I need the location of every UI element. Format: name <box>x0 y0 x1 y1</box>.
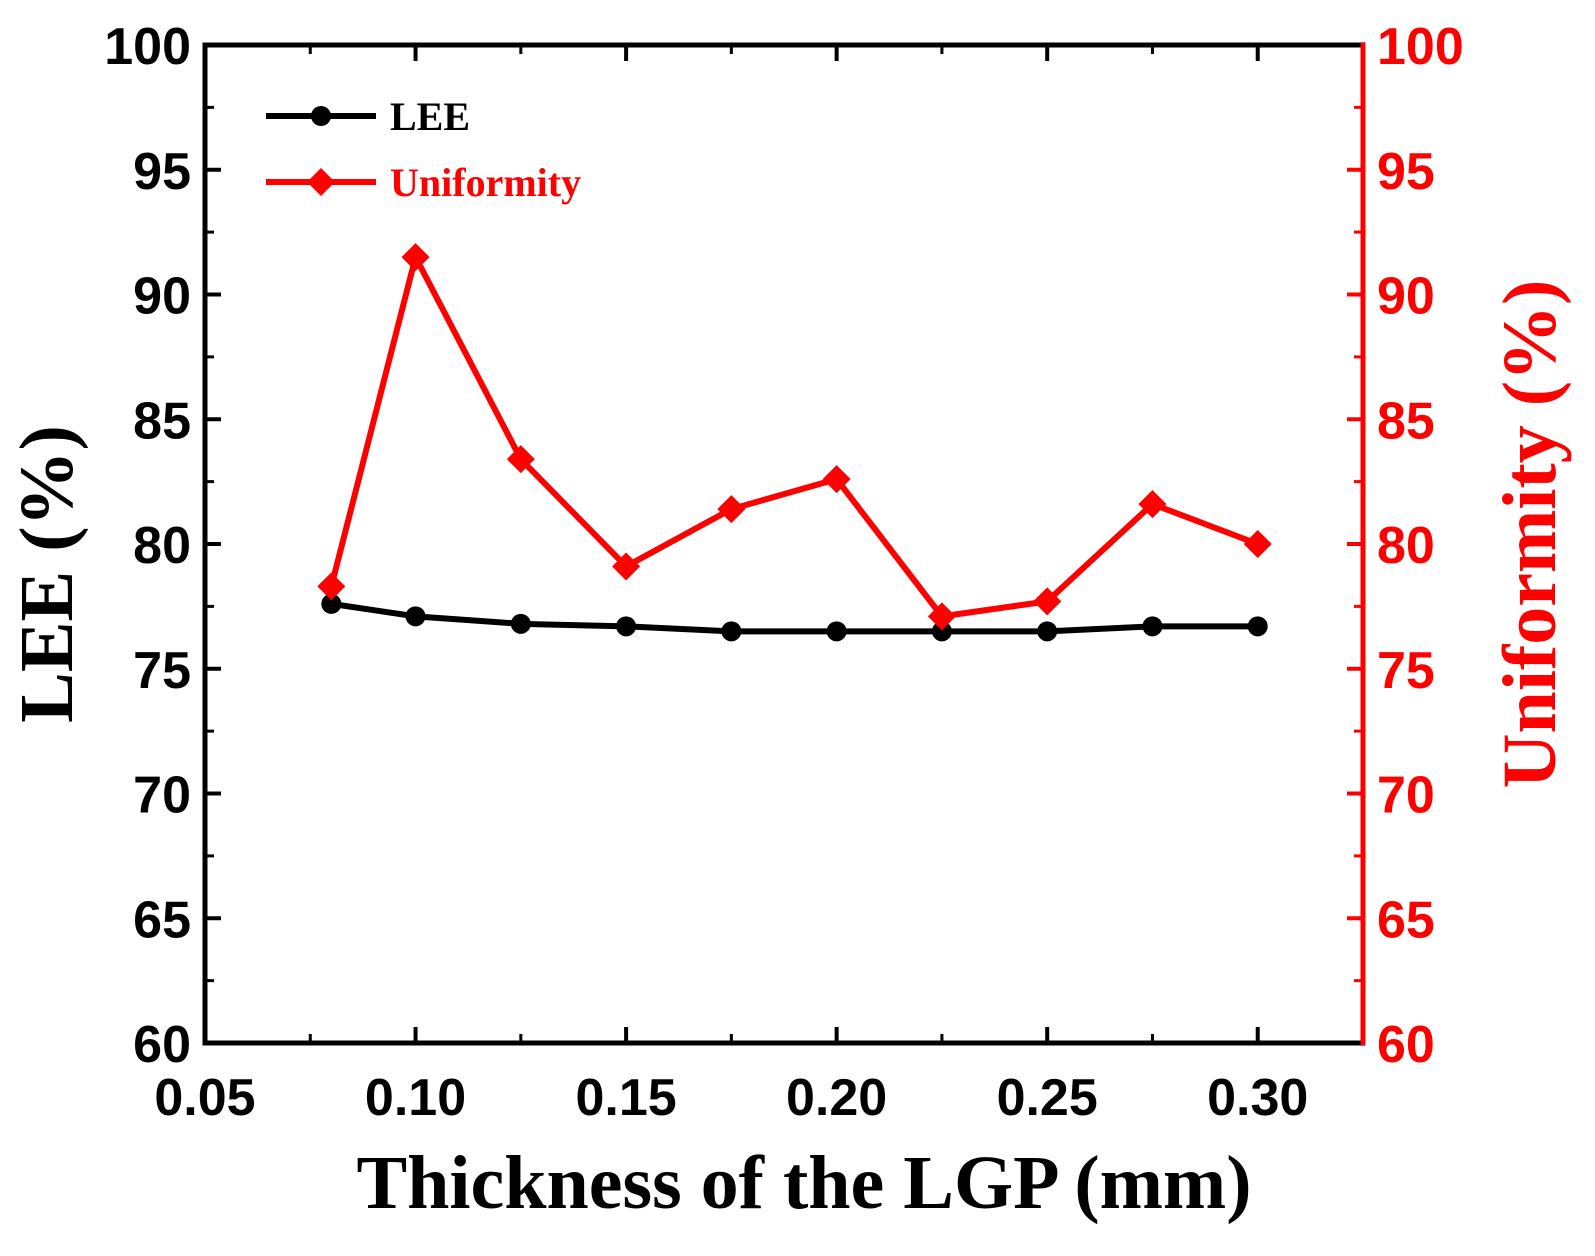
lee-point <box>510 613 531 634</box>
x-tick-label: 0.05 <box>154 1069 255 1127</box>
lee-point <box>931 621 952 642</box>
lee-point <box>826 621 847 642</box>
uniformity-point <box>1138 490 1167 519</box>
legend-entry-uniformity: Uniformity <box>266 160 581 205</box>
legend-entry-lee: LEE <box>266 94 470 139</box>
lee-point <box>616 616 637 637</box>
x-tick-label: 0.15 <box>575 1069 676 1127</box>
legend-lee-label: LEE <box>390 94 470 139</box>
y-left-tick-label: 80 <box>133 517 191 575</box>
series-uniformity <box>317 243 1272 631</box>
x-tick-label: 0.20 <box>786 1069 887 1127</box>
series-lee <box>321 593 1268 642</box>
y-left-tick-label: 60 <box>133 1016 191 1074</box>
y-left-tick-label: 95 <box>133 143 191 201</box>
legend: LEE Uniformity <box>266 94 581 205</box>
x-tick-label: 0.10 <box>365 1069 466 1127</box>
series-uniformity-line <box>328 248 1259 620</box>
tick-labels-layer: 0.05 0.10 0.15 0.20 0.25 0.30 60 65 70 75 80 85 90 95… <box>104 18 1464 1127</box>
y-right-tick-label: 95 <box>1377 143 1435 201</box>
lee-point <box>1247 616 1268 637</box>
uniformity-point <box>1243 530 1272 558</box>
y-right-tick-label: 100 <box>1377 18 1464 76</box>
series-lee-line <box>330 600 1258 635</box>
axis-ticks-layer <box>203 43 1363 1045</box>
legend-uniformity-marker <box>307 168 335 196</box>
y-axis-title-right: Uniformity (%) <box>1488 280 1572 789</box>
plot-area-frame <box>202 42 1366 1046</box>
x-tick-label: 0.30 <box>1207 1069 1308 1127</box>
y-left-tick-label: 70 <box>133 767 191 825</box>
y-left-tick-label: 100 <box>104 18 191 76</box>
uniformity-point <box>717 495 746 524</box>
y-left-tick-label: 85 <box>133 392 191 450</box>
uniformity-point <box>927 602 956 631</box>
y-left-tick-label: 90 <box>133 268 191 326</box>
y-axis-title-left: LEE (%) <box>5 425 89 723</box>
lee-point <box>1142 616 1163 637</box>
lee-point <box>405 606 426 627</box>
uniformity-point <box>822 465 851 494</box>
legend-lee-marker <box>311 106 331 126</box>
uniformity-point <box>1033 587 1062 616</box>
series-layer <box>317 243 1272 642</box>
legend-uniformity-label: Uniformity <box>390 160 581 205</box>
y-right-tick-label: 70 <box>1377 767 1435 825</box>
y-right-tick-label: 60 <box>1377 1016 1435 1074</box>
lee-point <box>721 621 742 642</box>
y-right-tick-label: 85 <box>1377 392 1435 450</box>
x-axis-title: Thickness of the LGP (mm) <box>356 1141 1251 1225</box>
y-right-tick-label: 80 <box>1377 517 1435 575</box>
x-tick-label: 0.25 <box>997 1069 1098 1127</box>
uniformity-point <box>317 572 346 601</box>
lee-point <box>1037 621 1058 642</box>
uniformity-point <box>612 552 641 581</box>
y-right-tick-label: 75 <box>1377 642 1435 700</box>
y-right-tick-label: 65 <box>1377 891 1435 949</box>
y-left-tick-label: 65 <box>133 891 191 949</box>
lee-point <box>321 593 342 614</box>
uniformity-point <box>506 445 535 474</box>
y-right-tick-label: 90 <box>1377 268 1435 326</box>
uniformity-point <box>401 243 430 272</box>
y-left-tick-label: 75 <box>133 642 191 700</box>
